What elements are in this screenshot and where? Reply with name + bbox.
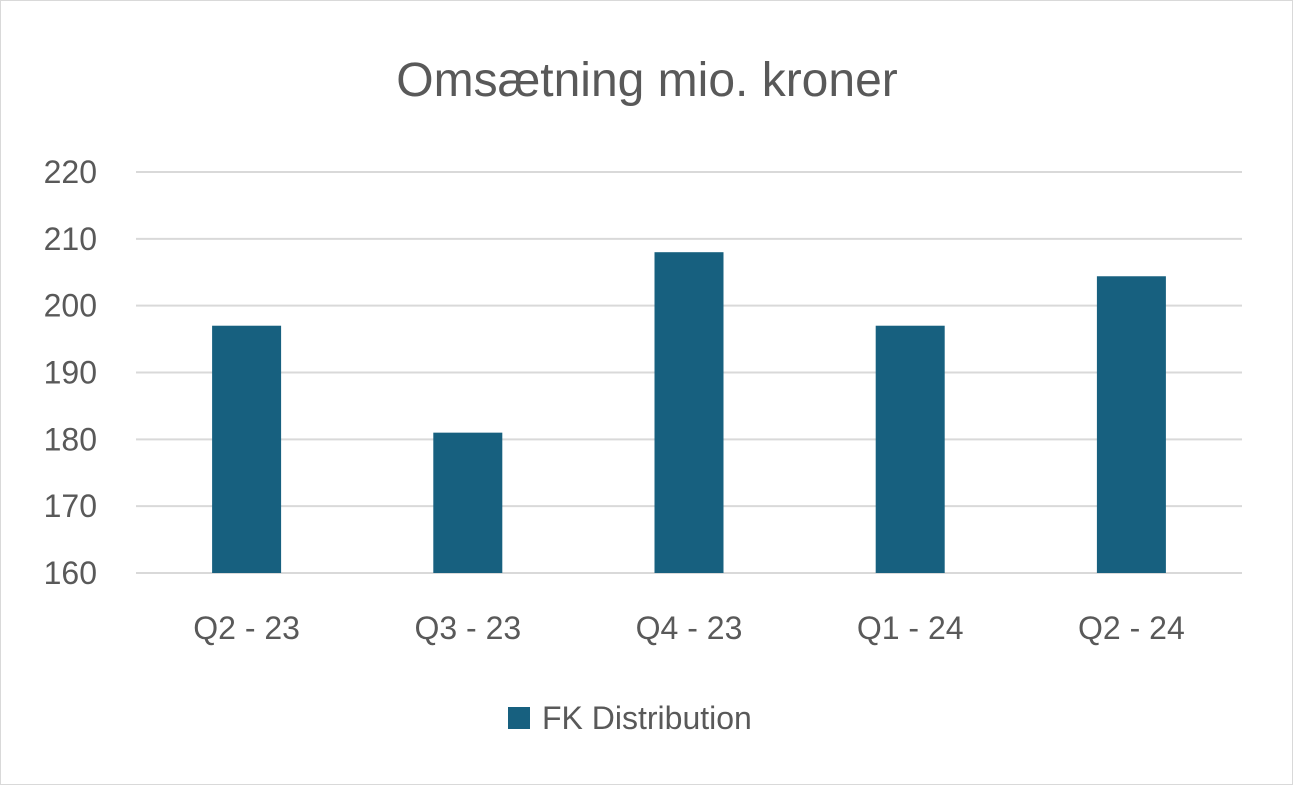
x-axis-tick-labels: Q2 - 23 Q3 - 23 Q4 - 23 Q1 - 24 Q2 - 24: [193, 610, 1185, 646]
bar-q3-23: [433, 432, 503, 573]
x-tick-label: Q4 - 23: [636, 610, 743, 646]
bars: [212, 252, 1166, 573]
x-tick-label: Q1 - 24: [857, 610, 964, 646]
y-tick-label: 170: [44, 488, 97, 524]
y-tick-label: 190: [44, 355, 97, 391]
chart-title: Omsætning mio. kroner: [396, 54, 898, 107]
y-tick-label: 210: [44, 221, 97, 257]
y-axis-tick-labels: 160 170 180 190 200 210 220: [44, 154, 97, 591]
bar-q2-23: [212, 325, 282, 573]
x-tick-label: Q3 - 23: [414, 610, 521, 646]
legend: FK Distribution: [508, 700, 752, 736]
y-tick-label: 200: [44, 288, 97, 324]
y-tick-label: 220: [44, 154, 97, 190]
legend-swatch-fk-distribution: [508, 707, 530, 729]
bar-q1-24: [875, 325, 945, 573]
y-tick-label: 160: [44, 555, 97, 591]
x-tick-label: Q2 - 24: [1078, 610, 1185, 646]
y-tick-label: 180: [44, 421, 97, 457]
x-tick-label: Q2 - 23: [193, 610, 300, 646]
bar-q2-24: [1096, 276, 1166, 573]
legend-label-fk-distribution: FK Distribution: [542, 700, 752, 736]
bar-q4-23: [654, 252, 724, 573]
